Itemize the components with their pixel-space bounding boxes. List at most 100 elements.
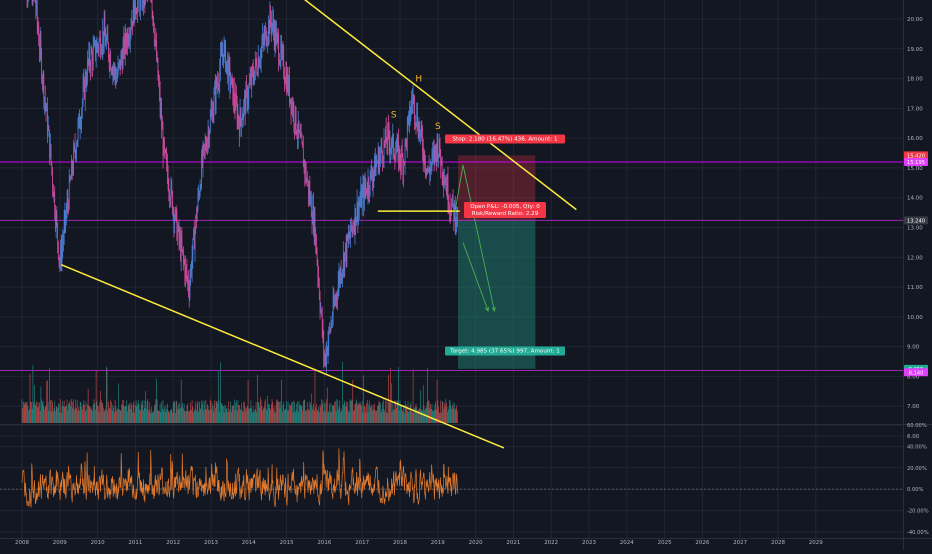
volume-bar — [328, 412, 329, 423]
candle-body — [161, 110, 162, 111]
volume-bar — [384, 409, 385, 423]
volume-bar — [454, 404, 455, 423]
candle-body — [435, 146, 436, 150]
candle-body — [233, 89, 234, 103]
candle-body — [442, 158, 443, 175]
candle-body — [300, 132, 301, 137]
candle-body — [362, 192, 363, 207]
candle-body — [139, 0, 140, 10]
candle-body — [169, 189, 170, 192]
volume-bar — [224, 405, 225, 423]
candle-body — [47, 107, 48, 134]
volume-bar — [170, 410, 171, 423]
candle-body — [316, 235, 317, 255]
candle-body — [449, 206, 450, 209]
candle-body — [219, 70, 220, 86]
volume-bar — [30, 374, 31, 423]
position-tool[interactable] — [458, 155, 535, 368]
volume-bar — [83, 405, 84, 423]
volume-bar — [237, 411, 238, 423]
volume-bar — [456, 405, 457, 423]
volume-bar — [115, 400, 116, 423]
candle-body — [104, 22, 105, 43]
candle-body — [219, 86, 220, 87]
volume-bar — [63, 406, 64, 423]
candle-body — [42, 79, 43, 81]
candle-body — [262, 45, 263, 49]
volume-bar — [313, 404, 314, 423]
candle-body — [158, 79, 159, 84]
candle-body — [79, 115, 80, 128]
volume-bar — [345, 407, 346, 423]
volume-bar — [335, 401, 336, 423]
candle-body — [75, 145, 76, 151]
candle-body — [427, 168, 428, 170]
volume-bar — [296, 410, 297, 423]
volume-bar — [413, 413, 414, 423]
volume-bar — [54, 401, 55, 423]
volume-bar — [37, 407, 38, 423]
volume-bar — [145, 391, 146, 423]
price-axis-label: 11.00 — [907, 285, 923, 291]
candle-body — [428, 168, 429, 171]
volume-bar — [156, 379, 157, 423]
candle-body — [192, 258, 193, 273]
volume-bar — [219, 412, 220, 423]
candle-body — [329, 329, 330, 330]
candle-body — [95, 41, 96, 57]
volume-bar — [166, 405, 167, 423]
candle-body — [298, 121, 299, 137]
volume-bar — [150, 413, 151, 423]
candle-body — [276, 33, 277, 44]
candle-body — [164, 141, 165, 150]
volume-bar — [183, 408, 184, 423]
volume-bar — [76, 408, 77, 423]
candle-body — [421, 126, 422, 131]
candle-body — [358, 207, 359, 220]
candle-body — [65, 211, 66, 220]
volume-bar — [318, 407, 319, 423]
volume-bar — [323, 411, 324, 423]
candle-body — [105, 22, 106, 36]
volume-bar — [130, 409, 131, 423]
time-axis-label: 2016 — [317, 540, 331, 546]
candle-body — [212, 109, 213, 121]
volume-bar — [164, 407, 165, 423]
volume-bar — [163, 410, 164, 423]
volume-bar — [442, 401, 443, 423]
candle-body — [408, 111, 409, 117]
time-axis-label: 2011 — [128, 540, 142, 546]
volume-bar — [288, 411, 289, 423]
volume-bar — [289, 404, 290, 423]
volume-bar — [67, 400, 68, 423]
candle-body — [114, 67, 115, 70]
candle-body — [161, 110, 162, 129]
time-axis-label: 2008 — [15, 540, 29, 546]
volume-bar — [103, 408, 104, 423]
volume-bar — [307, 410, 308, 423]
candle-body — [253, 70, 254, 78]
volume-bar — [272, 402, 273, 423]
candle-body — [36, 3, 37, 10]
price-tag-label: 13.240 — [907, 218, 925, 224]
price-axis-label: 17.00 — [907, 106, 923, 112]
volume-bar — [171, 409, 172, 423]
volume-bar — [320, 407, 321, 423]
candle-body — [391, 148, 392, 149]
volume-bar — [45, 407, 46, 423]
candle-body — [294, 124, 295, 128]
price-axis-label: 16.00 — [907, 136, 923, 142]
candle-body — [447, 178, 448, 194]
candle-body — [113, 69, 114, 74]
time-axis-label: 2012 — [166, 540, 180, 546]
candle-body — [406, 139, 407, 141]
candle-body — [61, 247, 62, 262]
candle-body — [188, 280, 189, 291]
volume-bar — [104, 412, 105, 423]
candle-body — [435, 146, 436, 160]
candle-body — [153, 12, 154, 17]
volume-bar — [269, 404, 270, 423]
candle-body — [102, 31, 103, 48]
